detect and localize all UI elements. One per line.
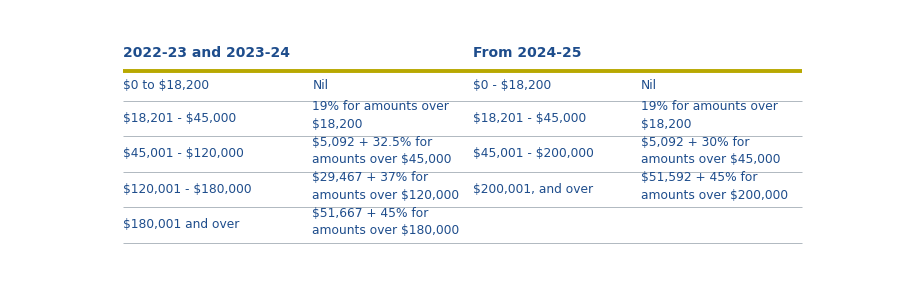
Text: $51,592 + 45% for
amounts over $200,000: $51,592 + 45% for amounts over $200,000 [640,171,787,202]
Text: $0 to $18,200: $0 to $18,200 [124,79,209,92]
Text: From 2024-25: From 2024-25 [473,46,581,60]
Text: Nil: Nil [640,79,657,92]
Text: $18,201 - $45,000: $18,201 - $45,000 [473,112,586,125]
Text: $5,092 + 32.5% for
amounts over $45,000: $5,092 + 32.5% for amounts over $45,000 [312,136,451,166]
Text: 19% for amounts over
$18,200: 19% for amounts over $18,200 [312,100,448,131]
Text: $180,001 and over: $180,001 and over [124,218,240,231]
Text: Nil: Nil [312,79,328,92]
Text: $18,201 - $45,000: $18,201 - $45,000 [124,112,236,125]
Text: $120,001 - $180,000: $120,001 - $180,000 [124,183,252,196]
Text: $0 - $18,200: $0 - $18,200 [473,79,551,92]
Text: $51,667 + 45% for
amounts over $180,000: $51,667 + 45% for amounts over $180,000 [312,207,459,237]
Text: 2022-23 and 2023-24: 2022-23 and 2023-24 [124,46,290,60]
Text: $45,001 - $200,000: $45,001 - $200,000 [473,148,594,161]
Text: $29,467 + 37% for
amounts over $120,000: $29,467 + 37% for amounts over $120,000 [312,171,459,202]
Text: 19% for amounts over
$18,200: 19% for amounts over $18,200 [640,100,778,131]
Text: $200,001, and over: $200,001, and over [473,183,593,196]
Text: $45,001 - $120,000: $45,001 - $120,000 [124,148,244,161]
Text: $5,092 + 30% for
amounts over $45,000: $5,092 + 30% for amounts over $45,000 [640,136,780,166]
